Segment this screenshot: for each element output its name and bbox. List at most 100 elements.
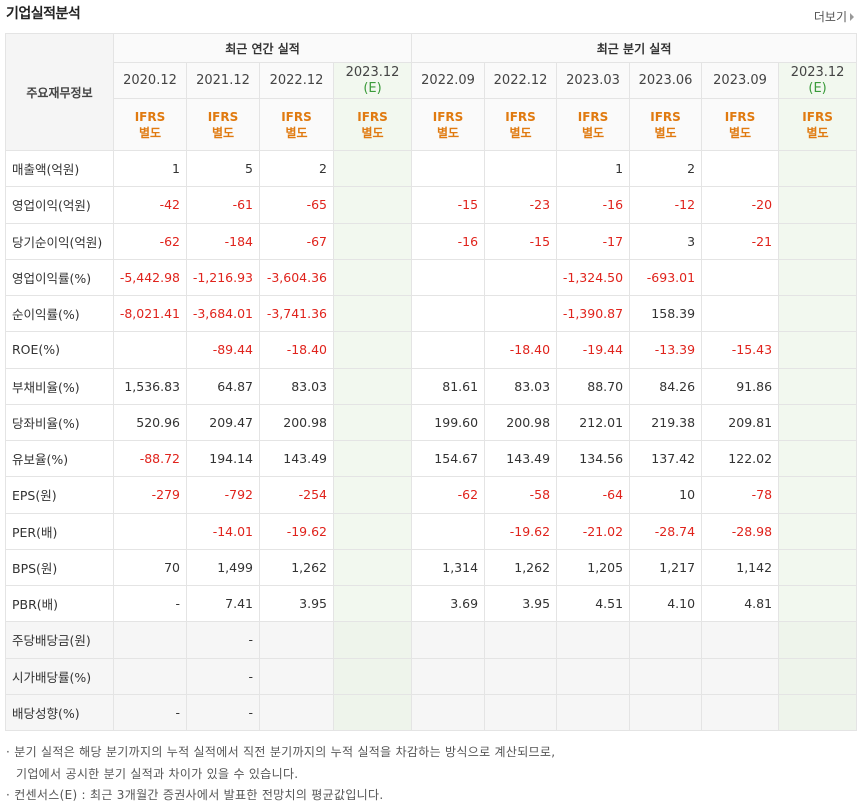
data-cell: 1,217 (629, 548, 703, 587)
data-cell: - (186, 693, 260, 732)
standard-header: IFRS 별도 (701, 98, 780, 151)
data-cell: 84.26 (629, 367, 703, 405)
data-cell (701, 149, 780, 188)
data-cell: 1,499 (186, 548, 260, 587)
data-cell (411, 258, 486, 297)
data-cell (701, 657, 780, 695)
data-cell (484, 258, 558, 297)
data-cell: 194.14 (186, 439, 260, 478)
data-cell: 4.10 (629, 584, 703, 623)
data-cell (778, 294, 858, 333)
standard-header: IFRS 별도 (411, 98, 486, 151)
row-label: EPS(원) (5, 476, 114, 514)
data-cell: 10 (629, 476, 703, 514)
period-label: 2023.12 (790, 64, 845, 80)
data-cell (556, 621, 631, 659)
data-row: 주당배당금(원) - (5, 621, 858, 659)
data-cell: -64 (556, 476, 631, 514)
more-link[interactable]: 더보기 (814, 8, 854, 25)
data-cell: 209.47 (186, 403, 260, 442)
data-cell: -62 (113, 222, 187, 260)
group-header: 최근 분기 실적 (411, 33, 858, 63)
period-header: 2023.09 (701, 62, 780, 99)
data-cell: 3 (629, 222, 703, 260)
data-cell: -14.01 (186, 512, 260, 550)
data-cell: 3.95 (259, 584, 334, 623)
data-cell: - (186, 621, 260, 659)
row-label: 당기순이익(억원) (5, 222, 114, 260)
period-label: 2022.12 (493, 72, 548, 88)
period-label: 2023.12 (345, 64, 400, 80)
data-cell (332, 403, 413, 442)
data-cell (778, 657, 858, 695)
data-cell (484, 621, 558, 659)
data-row: ROE(%) -89.44 -18.40 -18.40 -19.44 -13.39 -15.… (5, 331, 858, 369)
standard-text: IFRS (432, 109, 464, 124)
period-header: 2022.09 (411, 62, 486, 99)
data-cell: 1,314 (411, 548, 486, 587)
data-cell: -1,324.50 (556, 258, 631, 297)
data-cell: 209.81 (701, 403, 780, 442)
data-row: 영업이익률(%) -5,442.98 -1,216.93 -3,604.36 -1,32… (5, 258, 858, 297)
data-cell: 4.51 (556, 584, 631, 623)
data-cell: -8,021.41 (113, 294, 187, 333)
data-cell: -65 (259, 186, 334, 224)
period-header: 2022.12 (259, 62, 334, 99)
standard-header: IFRS 별도 (186, 98, 260, 151)
data-cell: 1,536.83 (113, 367, 187, 405)
data-cell: -58 (484, 476, 558, 514)
data-cell: -67 (259, 222, 334, 260)
data-cell (113, 512, 187, 550)
data-cell: -21 (701, 222, 780, 260)
data-cell (701, 621, 780, 659)
data-cell (113, 331, 187, 369)
data-cell: 520.96 (113, 403, 187, 442)
data-cell (332, 584, 413, 623)
standard-text: IFRS (724, 109, 756, 124)
data-cell: 70 (113, 548, 187, 587)
data-cell: - (186, 657, 260, 695)
period-label: 2023.06 (638, 72, 693, 88)
data-cell (411, 331, 486, 369)
data-cell: -19.44 (556, 331, 631, 369)
data-cell (113, 657, 187, 695)
data-cell: -15.43 (701, 331, 780, 369)
data-cell: -15 (411, 186, 486, 224)
data-cell: 200.98 (259, 403, 334, 442)
data-cell: -21.02 (556, 512, 631, 550)
standard-text: IFRS (281, 109, 312, 124)
data-cell (332, 476, 413, 514)
footnotes: · 분기 실적은 해당 분기까지의 누적 실적에서 직전 분기까지의 누적 실적… (6, 742, 555, 807)
data-cell: 219.38 (629, 403, 703, 442)
data-cell: 134.56 (556, 439, 631, 478)
data-row: 시가배당률(%) - (5, 657, 858, 695)
data-cell (332, 258, 413, 297)
data-cell (332, 149, 413, 188)
data-cell (484, 294, 558, 333)
data-cell (411, 149, 486, 188)
standard-text: 별도 (138, 125, 162, 140)
data-cell: -23 (484, 186, 558, 224)
data-cell (332, 331, 413, 369)
estimate-mark: (E) (808, 80, 827, 96)
data-cell (778, 476, 858, 514)
data-cell (332, 693, 413, 732)
data-cell: 200.98 (484, 403, 558, 442)
data-cell: 137.42 (629, 439, 703, 478)
period-row: 2020.12 2021.12 2022.12 2023.12 (E) 2022.09 20… (6, 62, 858, 99)
data-cell: -5,442.98 (113, 258, 187, 297)
data-cell: -18.40 (484, 331, 558, 369)
data-cell: -1,216.93 (186, 258, 260, 297)
period-header: 2020.12 (113, 62, 187, 99)
data-cell: -15 (484, 222, 558, 260)
data-cell: 199.60 (411, 403, 486, 442)
data-cell (332, 294, 413, 333)
data-cell (259, 657, 334, 695)
standard-text: IFRS (577, 109, 609, 124)
data-cell (411, 621, 486, 659)
data-row: 당좌비율(%) 520.96 209.47 200.98 199.60 200.98 212… (5, 403, 858, 442)
data-row: BPS(원) 70 1,499 1,262 1,314 1,262 1,205 1,217 1,… (5, 548, 858, 587)
row-label: 유보율(%) (5, 439, 114, 478)
data-cell: 91.86 (701, 367, 780, 405)
standard-row: IFRS 별도 IFRS 별도 IFRS 별도 IFRS 별도 IFRS 별도 IFRS 별도 IFRS… (6, 98, 858, 151)
